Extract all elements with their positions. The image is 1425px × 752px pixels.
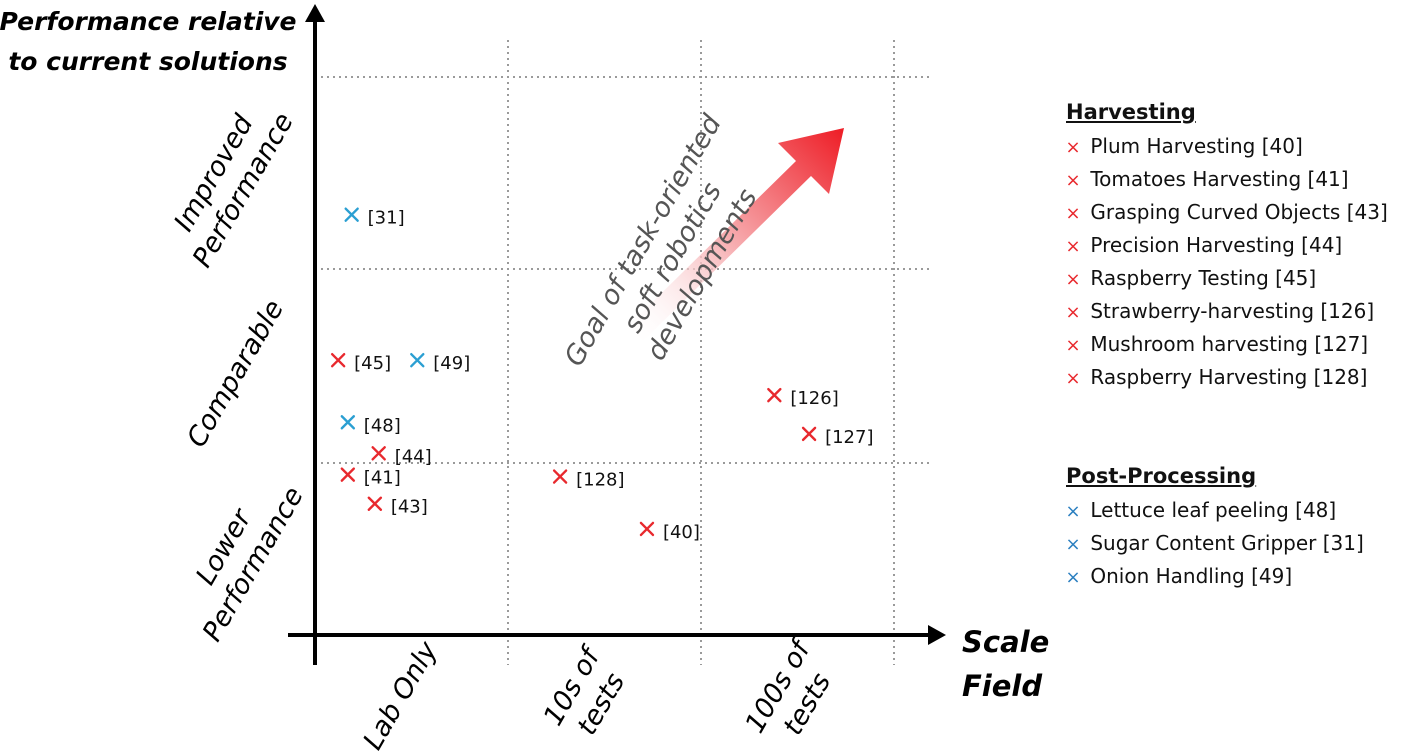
legend-item: × Onion Handling [49]	[1062, 560, 1422, 593]
cross-marker-icon: ×	[1065, 368, 1081, 389]
x-axis-arrowhead	[928, 625, 946, 645]
legend-item: × Raspberry Testing [45]	[1062, 262, 1422, 295]
data-point: [40]	[639, 521, 700, 543]
cross-marker-icon: ×	[1065, 302, 1081, 323]
data-point: [45]	[330, 352, 391, 374]
y-category-line: Comparable	[181, 295, 290, 453]
legend-item: × Grasping Curved Objects [43]	[1062, 196, 1422, 229]
data-points: [31] [45] [49] [48] [44][41] [43] [128] [40] [12…	[330, 207, 873, 543]
y-axis-title-line: Performance relative	[0, 7, 297, 36]
data-point-label: [40]	[663, 522, 700, 543]
cross-marker-icon: ×	[1065, 501, 1081, 522]
cross-marker-icon	[552, 469, 568, 484]
data-point: [31]	[344, 207, 405, 229]
data-point: [43]	[367, 496, 428, 518]
legend-group-harvesting: Harvesting × Plum Harvesting [40] × Toma…	[1062, 100, 1422, 394]
cross-marker-icon: ×	[1065, 170, 1081, 191]
data-point-label: [128]	[576, 470, 624, 491]
data-point-label: [45]	[354, 353, 391, 374]
grid-lines	[315, 40, 930, 665]
legend-item: × Tomatoes Harvesting [41]	[1062, 163, 1422, 196]
legend-item: × Lettuce leaf peeling [48]	[1062, 494, 1422, 527]
axes: Performance relative to current solutions…	[0, 4, 1050, 703]
legend-item: × Precision Harvesting [44]	[1062, 229, 1422, 262]
data-point-label: [127]	[825, 427, 873, 448]
x-category-line: Lab Only	[357, 636, 444, 752]
cross-marker-icon	[340, 415, 356, 430]
cross-marker-icon: ×	[1065, 567, 1081, 588]
cross-marker-icon: ×	[1065, 203, 1081, 224]
data-point-label: [31]	[368, 208, 405, 229]
cross-marker-icon	[344, 207, 359, 222]
goal-arrow	[628, 128, 844, 341]
cross-marker-icon	[367, 496, 383, 511]
cross-marker-icon: ×	[1065, 335, 1081, 356]
data-point: [48]	[340, 415, 401, 436]
legend-title: Harvesting	[1066, 100, 1196, 124]
goal-annotation-text: Goal of task-orientedsoft roboticsdevelo…	[559, 109, 787, 406]
y-category-label: Comparable	[181, 295, 290, 453]
data-point-label: [49]	[433, 353, 470, 374]
cross-marker-icon	[410, 352, 425, 368]
legend-item: × Strawberry-harvesting [126]	[1062, 295, 1422, 328]
data-point-label: [126]	[790, 388, 838, 409]
x-category-label: Lab Only	[357, 636, 444, 752]
cross-marker-icon	[330, 352, 346, 368]
cross-marker-icon	[639, 521, 655, 537]
x-axis-title-line: Field Tests	[962, 669, 1050, 703]
x-category-label: 100s oftests	[739, 633, 847, 752]
data-point-label: [48]	[364, 415, 401, 436]
legend-item: × Sugar Content Gripper [31]	[1062, 527, 1422, 560]
legend-item: × Plum Harvesting [40]	[1062, 130, 1422, 163]
goal-annotation: Goal of task-orientedsoft roboticsdevelo…	[559, 109, 844, 406]
cross-marker-icon	[767, 387, 782, 403]
cross-marker-icon: ×	[1065, 534, 1081, 555]
data-point: [127]	[801, 426, 873, 448]
data-point-label: [44]	[395, 446, 432, 467]
legend-item: × Mushroom harvesting [127]	[1062, 328, 1422, 361]
scatter-chart: Performance relative to current solutions…	[0, 4, 1050, 752]
y-category-label: LowerPerformance	[167, 465, 310, 647]
data-point: [49]	[410, 352, 470, 374]
data-point: [41]	[340, 467, 401, 489]
cross-marker-icon: ×	[1065, 137, 1081, 158]
legend-item: × Raspberry Harvesting [128]	[1062, 361, 1422, 394]
y-axis-title-line: to current solutions	[8, 47, 287, 76]
legend-title: Post-Processing	[1066, 464, 1257, 488]
x-axis-title: Scale of Field Tests	[962, 625, 1050, 703]
data-point: [128]	[552, 469, 625, 491]
data-point-label: [43]	[391, 497, 428, 518]
x-axis-title-line: Scale of	[962, 625, 1050, 659]
x-category-label: 10s oftests	[538, 641, 638, 748]
cross-marker-icon	[371, 446, 386, 461]
y-axis-arrowhead	[305, 4, 325, 22]
data-point-label: [41]	[364, 468, 401, 489]
legend-group-post-processing: Post-Processing × Lettuce leaf peeling […	[1062, 464, 1422, 593]
cross-marker-icon: ×	[1065, 269, 1081, 290]
cross-marker-icon	[801, 426, 817, 442]
y-axis-title: Performance relative to current solutions	[0, 7, 297, 76]
cross-marker-icon: ×	[1065, 236, 1081, 257]
data-point: [44]	[371, 446, 432, 467]
cross-marker-icon	[340, 467, 356, 482]
legend: Harvesting × Plum Harvesting [40] × Toma…	[1062, 100, 1422, 663]
data-point: [126]	[767, 387, 839, 409]
y-category-label: ImprovedPerformance	[157, 91, 300, 273]
